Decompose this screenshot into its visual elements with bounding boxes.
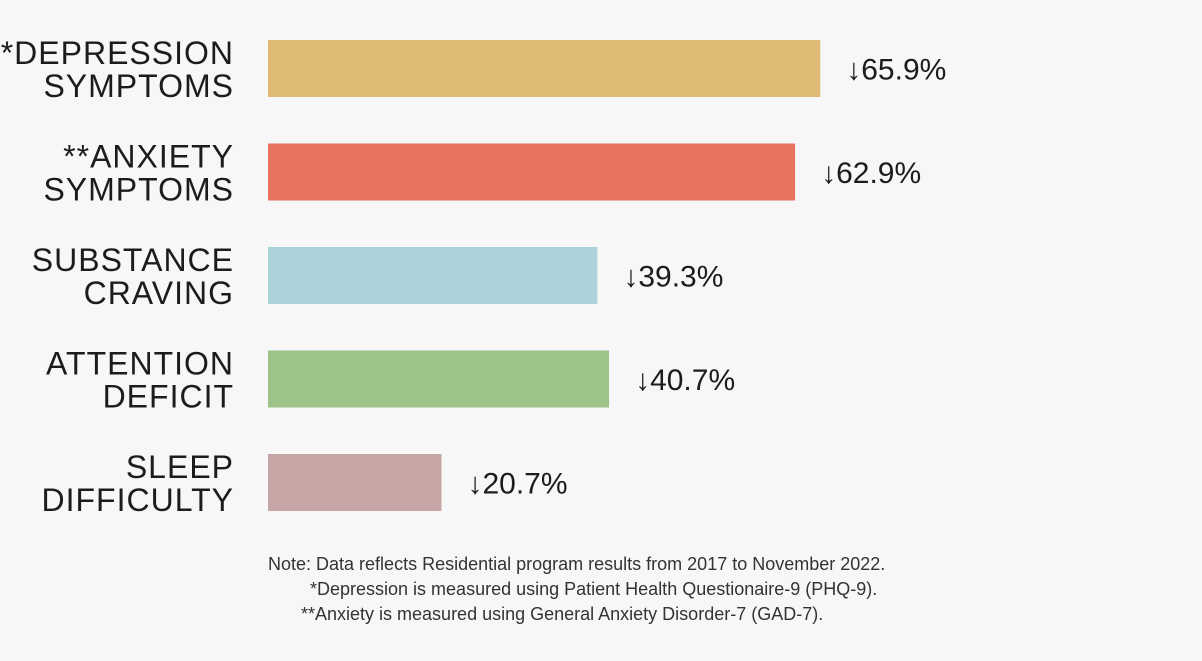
category-label: **ANXIETY SYMPTOMS [43,139,234,208]
bar-row: **ANXIETY SYMPTOMS ↓62.9% [43,139,921,208]
category-label-line: *DEPRESSION [1,35,234,71]
data-label: ↓62.9% [821,157,921,190]
category-label-line: SUBSTANCE [32,242,234,278]
category-label-line: SLEEP [126,449,234,485]
data-label: ↓40.7% [635,364,735,397]
chart-notes: Note: Data reflects Residential program … [268,552,968,627]
bar [268,143,796,201]
category-label-line: DIFFICULTY [41,482,234,518]
bar [268,40,821,97]
note-line-3: **Anxiety is measured using General Anxi… [301,604,824,624]
bar [268,350,610,408]
note-line-1: Note: Data reflects Residential program … [268,552,968,577]
data-label: ↓20.7% [467,468,567,501]
bar [268,454,442,511]
data-label: ↓39.3% [623,261,723,294]
category-label-line: **ANXIETY [63,139,234,175]
note-text: Data reflects Residential program result… [311,554,886,574]
bar-row: SLEEP DIFFICULTY ↓20.7% [41,449,567,518]
bar-row: ATTENTION DEFICIT ↓40.7% [46,346,735,415]
category-label: SUBSTANCE CRAVING [32,242,234,311]
category-label: SLEEP DIFFICULTY [41,449,234,518]
category-label-line: DEFICIT [103,379,234,415]
category-label-line: SYMPTOMS [43,68,234,104]
category-label: ATTENTION DEFICIT [46,346,234,415]
data-label: ↓65.9% [846,54,946,87]
category-label-line: SYMPTOMS [43,172,234,208]
category-label: *DEPRESSION SYMPTOMS [1,35,234,104]
bar-row: *DEPRESSION SYMPTOMS ↓65.9% [1,35,947,104]
bar-chart: *DEPRESSION SYMPTOMS ↓65.9%**ANXIETY SYMPTO… [1,35,947,518]
bar [268,247,598,304]
bar-row: SUBSTANCE CRAVING ↓39.3% [32,242,724,311]
note-prefix: Note: [268,554,312,574]
category-label-line: CRAVING [84,275,234,311]
category-label-line: ATTENTION [46,346,234,382]
note-line-2: *Depression is measured using Patient He… [310,579,878,599]
